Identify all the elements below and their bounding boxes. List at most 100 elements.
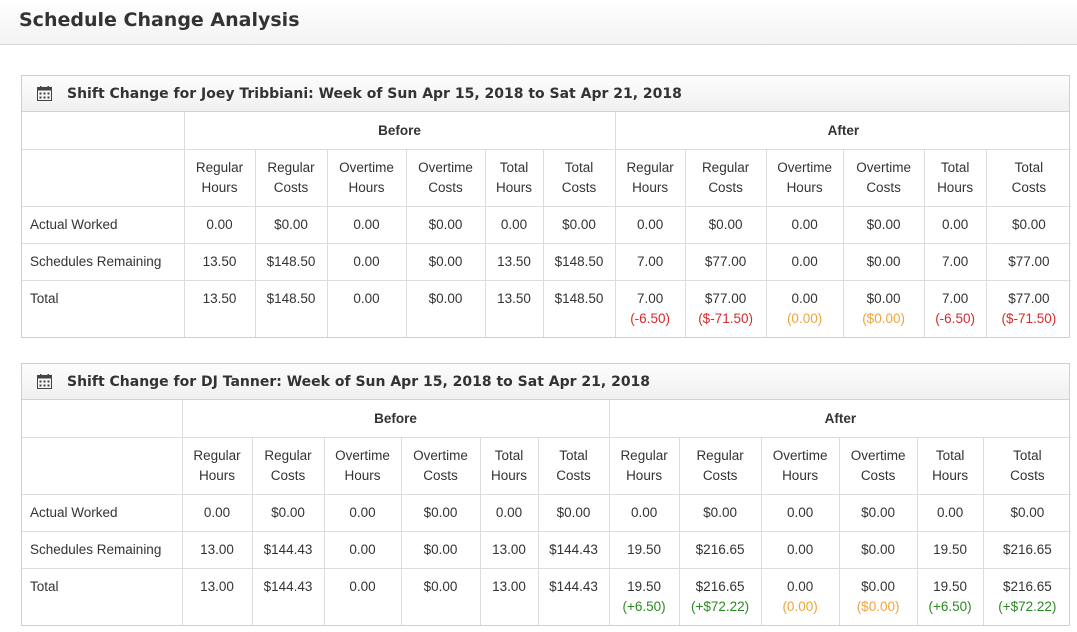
change-value: (0.00): [782, 598, 818, 614]
cell-value: 13.50: [202, 290, 237, 306]
cell-value: 0.00: [941, 216, 969, 232]
table-cell: $0.00: [982, 493, 1072, 532]
cell-value: $0.00: [703, 504, 737, 520]
table-cell: 13.50: [183, 279, 256, 337]
column-header: Overtime Costs: [405, 148, 486, 207]
column-header-line: Overtime: [339, 159, 394, 175]
column-header-line: Hours: [937, 179, 974, 195]
panel-title: Shift Change for DJ Tanner: Week of Sun …: [67, 373, 651, 390]
cell-value: $0.00: [274, 216, 308, 232]
table-cell: 0.00 (0.00): [765, 279, 844, 337]
column-header-line: Regular: [701, 159, 750, 175]
table-cell: 13.50: [183, 242, 256, 281]
cell-value: $0.00: [562, 216, 596, 232]
cell-value: 0.00: [636, 216, 664, 232]
cell-value: 13.50: [202, 253, 237, 269]
cell-value: $0.00: [861, 578, 895, 594]
table-cell: $144.43: [537, 567, 610, 625]
row-label: Total: [22, 279, 185, 337]
table-cell: $144.43: [251, 567, 325, 625]
column-header-line: Costs: [556, 467, 591, 483]
table-cell: $0.00: [400, 493, 481, 532]
column-header: Total Costs: [985, 148, 1072, 207]
cell-value: 0.00: [349, 578, 376, 594]
table-cell: $0.00: [405, 242, 486, 281]
table-cell: 0.00: [765, 242, 844, 281]
column-header-line: Total: [1014, 159, 1044, 175]
column-header-line: Total: [494, 447, 524, 463]
table-cell: 0.00: [323, 567, 402, 625]
column-header: Total Hours: [923, 148, 987, 207]
cell-value: $0.00: [708, 216, 743, 232]
table-row: Actual Worked 0.00 $0.00 0.00 $0.00 0.00 $0.00…: [22, 493, 1072, 532]
table-cell: 7.00: [614, 242, 686, 281]
table-cell: 13.50: [484, 279, 544, 337]
table-cell: 0.00: [608, 493, 680, 532]
shift-change-panel-joey: Shift Change for Joey Tribbiani: Week of…: [21, 75, 1072, 338]
cell-value: 0.00: [353, 216, 380, 232]
table-cell: 13.00: [181, 530, 253, 569]
table-cell: 19.50: [608, 530, 680, 569]
column-header-line: Overtime: [335, 447, 390, 463]
cell-value: $216.65: [1002, 578, 1052, 594]
table-cell: $0.00: [405, 279, 486, 337]
column-header: Total Hours: [484, 148, 544, 207]
cell-value: 13.00: [200, 578, 234, 594]
table-cell: $148.50: [254, 242, 328, 281]
table-cell: 0.00: [484, 205, 544, 244]
column-header: Regular Costs: [251, 436, 325, 495]
table-cell: $0.00: [542, 205, 616, 244]
column-header-line: Overtime: [850, 447, 906, 463]
column-header: Regular Hours: [183, 148, 256, 207]
column-header: Overtime Hours: [326, 148, 407, 207]
cell-value: $0.00: [1010, 504, 1045, 520]
cell-value: $0.00: [1011, 216, 1046, 232]
panel-title: Shift Change for Joey Tribbiani: Week of…: [67, 85, 682, 102]
cell-value: $0.00: [866, 290, 901, 306]
cell-value: 0.00: [353, 253, 380, 269]
cell-value: $144.43: [263, 541, 313, 557]
cell-value: 0.00: [349, 504, 376, 520]
table-cell: $77.00 ($-71.50): [684, 279, 767, 337]
cell-value: $77.00: [704, 290, 747, 306]
row-label: Schedules Remaining: [22, 530, 183, 569]
table-cell: $0.00 ($0.00): [842, 279, 925, 337]
cell-value: $0.00: [271, 504, 305, 520]
cell-value: 0.00: [353, 290, 380, 306]
cell-value: 19.50: [933, 541, 967, 557]
cell-value: $77.00: [1008, 253, 1050, 269]
table-cell: $216.65 (+$72.22): [982, 567, 1072, 625]
table-cell: $0.00: [254, 205, 328, 244]
table-cell: 7.00 (-6.50): [614, 279, 686, 337]
table-cell: $0.00: [842, 242, 925, 281]
table-cell: 0.00: [479, 493, 539, 532]
cell-value: 0.00: [791, 216, 818, 232]
table-cell: 0.00: [326, 242, 407, 281]
change-value: (+$72.22): [998, 598, 1057, 614]
cell-value: 13.00: [200, 541, 234, 557]
column-header-line: Total: [935, 447, 965, 463]
column-header-line: Overtime: [772, 447, 828, 463]
cell-value: $0.00: [866, 253, 901, 269]
column-header: Overtime Hours: [323, 436, 402, 495]
table-cell: 0.00: [181, 493, 253, 532]
table-cell: $0.00: [537, 493, 610, 532]
cell-value: 0.00: [495, 504, 523, 520]
page-title: Schedule Change Analysis: [19, 9, 300, 31]
cell-value: 7.00: [941, 253, 969, 269]
cell-value: $0.00: [428, 216, 463, 232]
column-header: Overtime Costs: [842, 148, 925, 207]
cell-value: $0.00: [428, 253, 463, 269]
table-cell: $0.00: [678, 493, 762, 532]
column-header-line: Costs: [708, 179, 743, 195]
cell-value: $148.50: [554, 253, 604, 269]
table-cell: $148.50: [254, 279, 328, 337]
column-header-row: Regular Hours Regular Costs Overtime Hours Ove…: [22, 436, 1072, 495]
column-header-line: Regular: [696, 447, 744, 463]
cell-value: 13.50: [497, 253, 531, 269]
cell-value: 13.50: [497, 290, 531, 306]
cell-value: 19.50: [627, 541, 661, 557]
table-cell: 0.00: [760, 530, 840, 569]
panel-heading: Shift Change for Joey Tribbiani: Week of…: [22, 76, 1069, 112]
column-header: Regular Costs: [678, 436, 762, 495]
